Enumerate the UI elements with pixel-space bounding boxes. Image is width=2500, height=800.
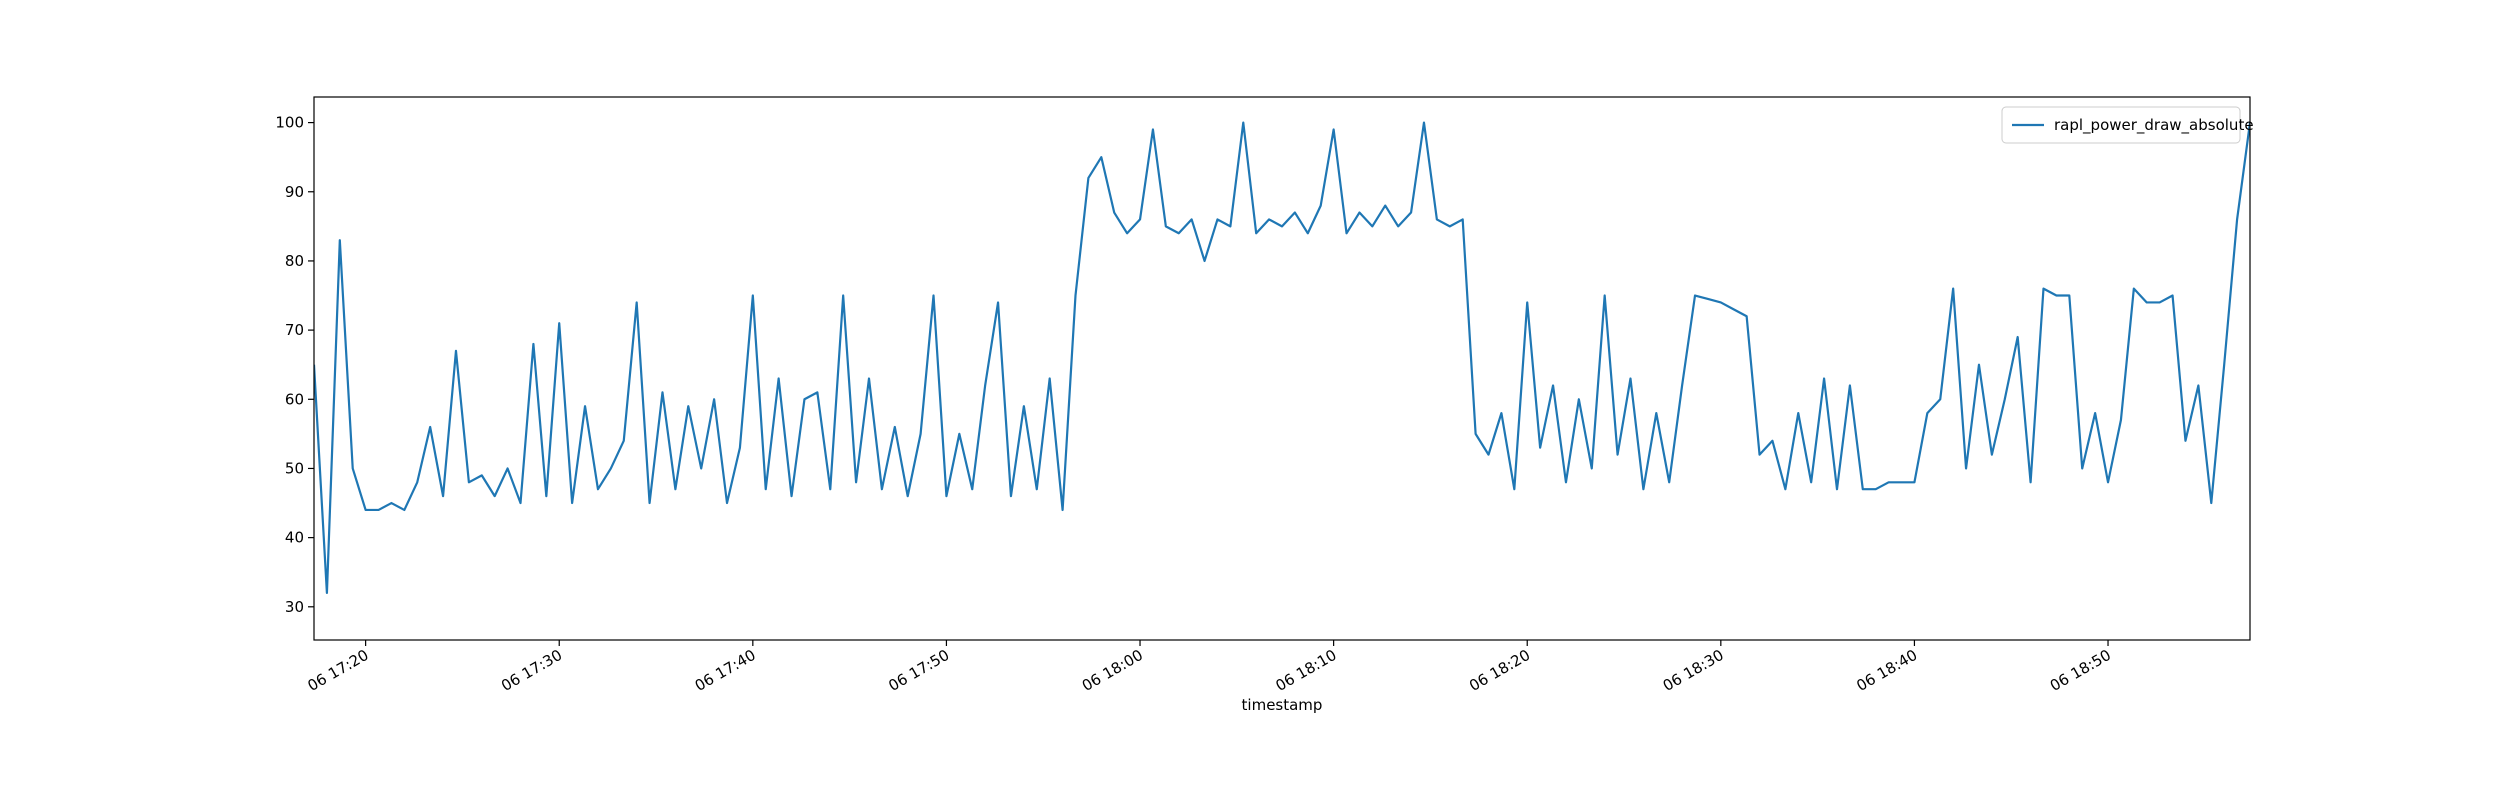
y-tick-label: 40 — [285, 529, 304, 547]
legend-box — [2001, 106, 2241, 144]
y-tick-label: 60 — [285, 390, 304, 408]
plot-frame — [313, 96, 2251, 641]
y-tick-label: 30 — [285, 598, 304, 616]
legend-label: rapl_power_draw_absolute — [2054, 116, 2254, 135]
y-tick-label: 80 — [285, 252, 304, 270]
x-axis-label: timestamp — [1242, 696, 1323, 714]
y-tick-label: 50 — [285, 459, 304, 477]
y-tick-label: 100 — [275, 114, 304, 132]
y-tick-label: 90 — [285, 183, 304, 201]
y-tick-label: 70 — [285, 321, 304, 339]
data-line — [314, 121, 2250, 595]
